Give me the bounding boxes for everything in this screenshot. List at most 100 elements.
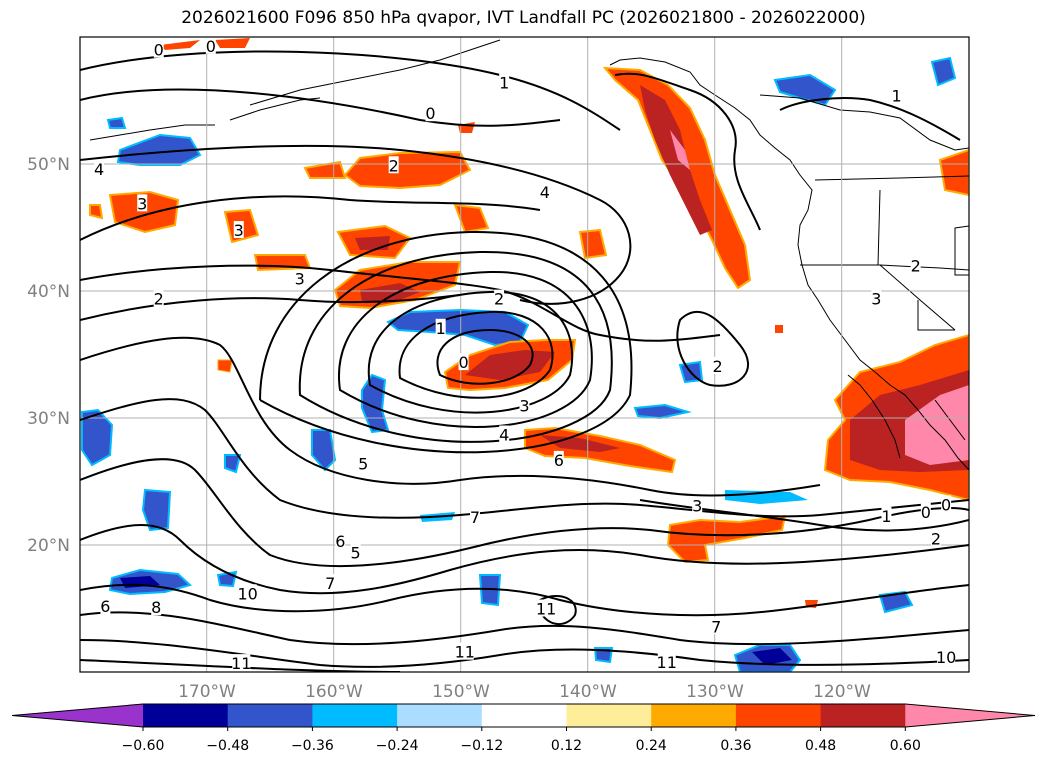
contour-label: 3: [295, 269, 305, 288]
lon-label: 160°W: [305, 682, 363, 702]
contour-label: 2: [154, 290, 164, 309]
contour-label: 0: [921, 503, 931, 522]
contour-label: 3: [519, 396, 529, 415]
contour-label: 5: [358, 455, 368, 474]
colorbar-swatch: [566, 704, 652, 727]
contour-label-bg: [458, 353, 469, 371]
contour-label-bg: [233, 221, 244, 239]
contour-label-bg: [469, 508, 480, 526]
contour-label: 7: [470, 508, 480, 527]
contour-label: 6: [100, 597, 110, 616]
contour-label: 3: [234, 221, 244, 240]
colorbar-tick-label: −0.36: [291, 738, 334, 754]
contour-label-bg: [325, 574, 336, 592]
colorbar-tick-label: 0.12: [551, 738, 582, 754]
contour-label: 7: [711, 617, 721, 636]
contour-label-bg: [388, 156, 399, 174]
lat-label: 30°N: [27, 409, 70, 429]
contour-label: 2: [931, 530, 941, 549]
lon-label: 140°W: [559, 682, 617, 702]
contour-label-bg: [494, 289, 505, 307]
map-frame: [79, 36, 970, 673]
contour-label: 1: [436, 319, 446, 338]
contour-label-bg: [94, 160, 105, 178]
lon-label: 170°W: [178, 682, 236, 702]
contour-label: 1: [881, 507, 891, 526]
contour-label-bg: [553, 450, 564, 468]
contour-label-bg: [499, 73, 510, 91]
contour-label-bg: [871, 289, 882, 307]
map-title: 2026021600 F096 850 hPa qvapor, IVT Land…: [181, 8, 866, 28]
contour-label: 10: [936, 648, 956, 667]
contour-label: 5: [350, 544, 360, 563]
contour-label-bg: [499, 425, 510, 443]
contour-label-bg: [151, 598, 162, 616]
contour-label: 6: [335, 532, 345, 551]
colorbar-swatch: [397, 704, 483, 727]
colorbar-tick-label: −0.48: [206, 738, 249, 754]
contour-label: 11: [455, 643, 475, 662]
contour-label: 8: [151, 598, 161, 617]
contour-label: 2: [389, 156, 399, 175]
colorbar-extend-min: [12, 704, 143, 727]
shade-north-band: [343, 150, 472, 190]
contour-label: 0: [154, 41, 164, 60]
coastline: [89, 39, 969, 471]
contour-label-bg: [335, 532, 346, 550]
contour-label-bg: [205, 37, 216, 54]
contour-label: 11: [657, 653, 677, 672]
colorbar-swatch: [227, 704, 313, 727]
colorbar-tick-label: −0.12: [460, 738, 503, 754]
colorbar-tick-label: −0.24: [376, 738, 419, 754]
contour-label-bg: [153, 289, 164, 307]
contour-label: 3: [137, 194, 147, 213]
colorbar-swatch: [143, 704, 229, 727]
lon-label: 120°W: [813, 682, 871, 702]
lat-label: 20°N: [27, 536, 70, 556]
contour-label-bg: [920, 502, 931, 520]
moisture-shading: [81, 38, 969, 672]
contour-label-bg: [232, 654, 251, 672]
contour-label-bg: [294, 269, 305, 287]
contour-label-bg: [425, 104, 436, 122]
colorbar-swatch: [820, 704, 906, 727]
contour-label: 3: [692, 497, 702, 516]
contour-label-bg: [455, 642, 474, 660]
contour-label: 2: [494, 290, 504, 309]
contour-label: 7: [325, 574, 335, 593]
contour-label-bg: [941, 495, 952, 513]
colorbar-swatch: [481, 704, 567, 727]
contour-label: 4: [94, 160, 104, 179]
contour-label: 11: [536, 600, 556, 619]
contour-label-bg: [519, 396, 530, 414]
contour-label: 10: [237, 584, 257, 603]
contour-label-bg: [937, 647, 956, 665]
contour-label-bg: [910, 256, 921, 274]
contour-label-bg: [153, 40, 164, 58]
colorbar: −0.60 −0.48 −0.36 −0.24 −0.12 0.12 0.24 0.36 0.4…: [11, 703, 1036, 754]
contour-label-bg: [657, 652, 676, 670]
contour-label: 0: [206, 37, 216, 56]
contour-label-bg: [358, 454, 369, 472]
contour-label: 3: [871, 290, 881, 309]
contour-label-bg: [692, 496, 703, 514]
contour-label-bg: [539, 182, 550, 200]
contour-label-bg: [891, 86, 902, 104]
contour-label-bg: [930, 529, 941, 547]
colorbar-tick-label: 0.36: [720, 738, 751, 754]
contour-label: 2: [712, 357, 722, 376]
colorbar-tick-label: 0.60: [890, 738, 921, 754]
contour-label: 4: [499, 426, 509, 445]
contour-label: 11: [231, 654, 251, 673]
contour-label: 6: [554, 451, 564, 470]
lon-label: 150°W: [432, 682, 490, 702]
latitude-labels: 20°N 30°N 40°N 50°N: [27, 155, 70, 556]
contour-label: 4: [540, 183, 550, 202]
lat-label: 50°N: [27, 155, 70, 175]
contour-label-bg: [350, 543, 361, 561]
colorbar-swatch: [312, 704, 398, 727]
contour-label-bg: [711, 617, 722, 635]
